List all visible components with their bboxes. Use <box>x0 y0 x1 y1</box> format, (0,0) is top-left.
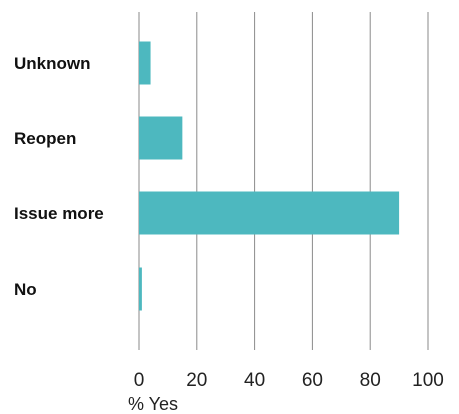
gridlines <box>138 12 429 350</box>
x-tick-label: 20 <box>186 370 207 391</box>
x-axis-title: % Yes <box>128 394 178 414</box>
bars <box>139 41 400 311</box>
bar-reopen <box>139 116 183 160</box>
x-tick-label: 100 <box>412 370 444 391</box>
bar-issue-more <box>139 191 400 235</box>
category-labels: Unknown Reopen Issue more No <box>14 54 104 299</box>
category-label: Issue more <box>14 204 104 223</box>
x-tick-label: 0 <box>134 370 145 391</box>
x-tick-label: 80 <box>360 370 381 391</box>
x-tick-label: 40 <box>244 370 265 391</box>
category-label: Unknown <box>14 54 91 73</box>
category-label: Reopen <box>14 129 76 148</box>
x-tick-labels: 0 20 40 60 80 100 <box>134 370 444 391</box>
bar-unknown <box>139 41 151 85</box>
bar-no <box>139 267 142 311</box>
x-tick-label: 60 <box>302 370 323 391</box>
category-label: No <box>14 280 37 299</box>
